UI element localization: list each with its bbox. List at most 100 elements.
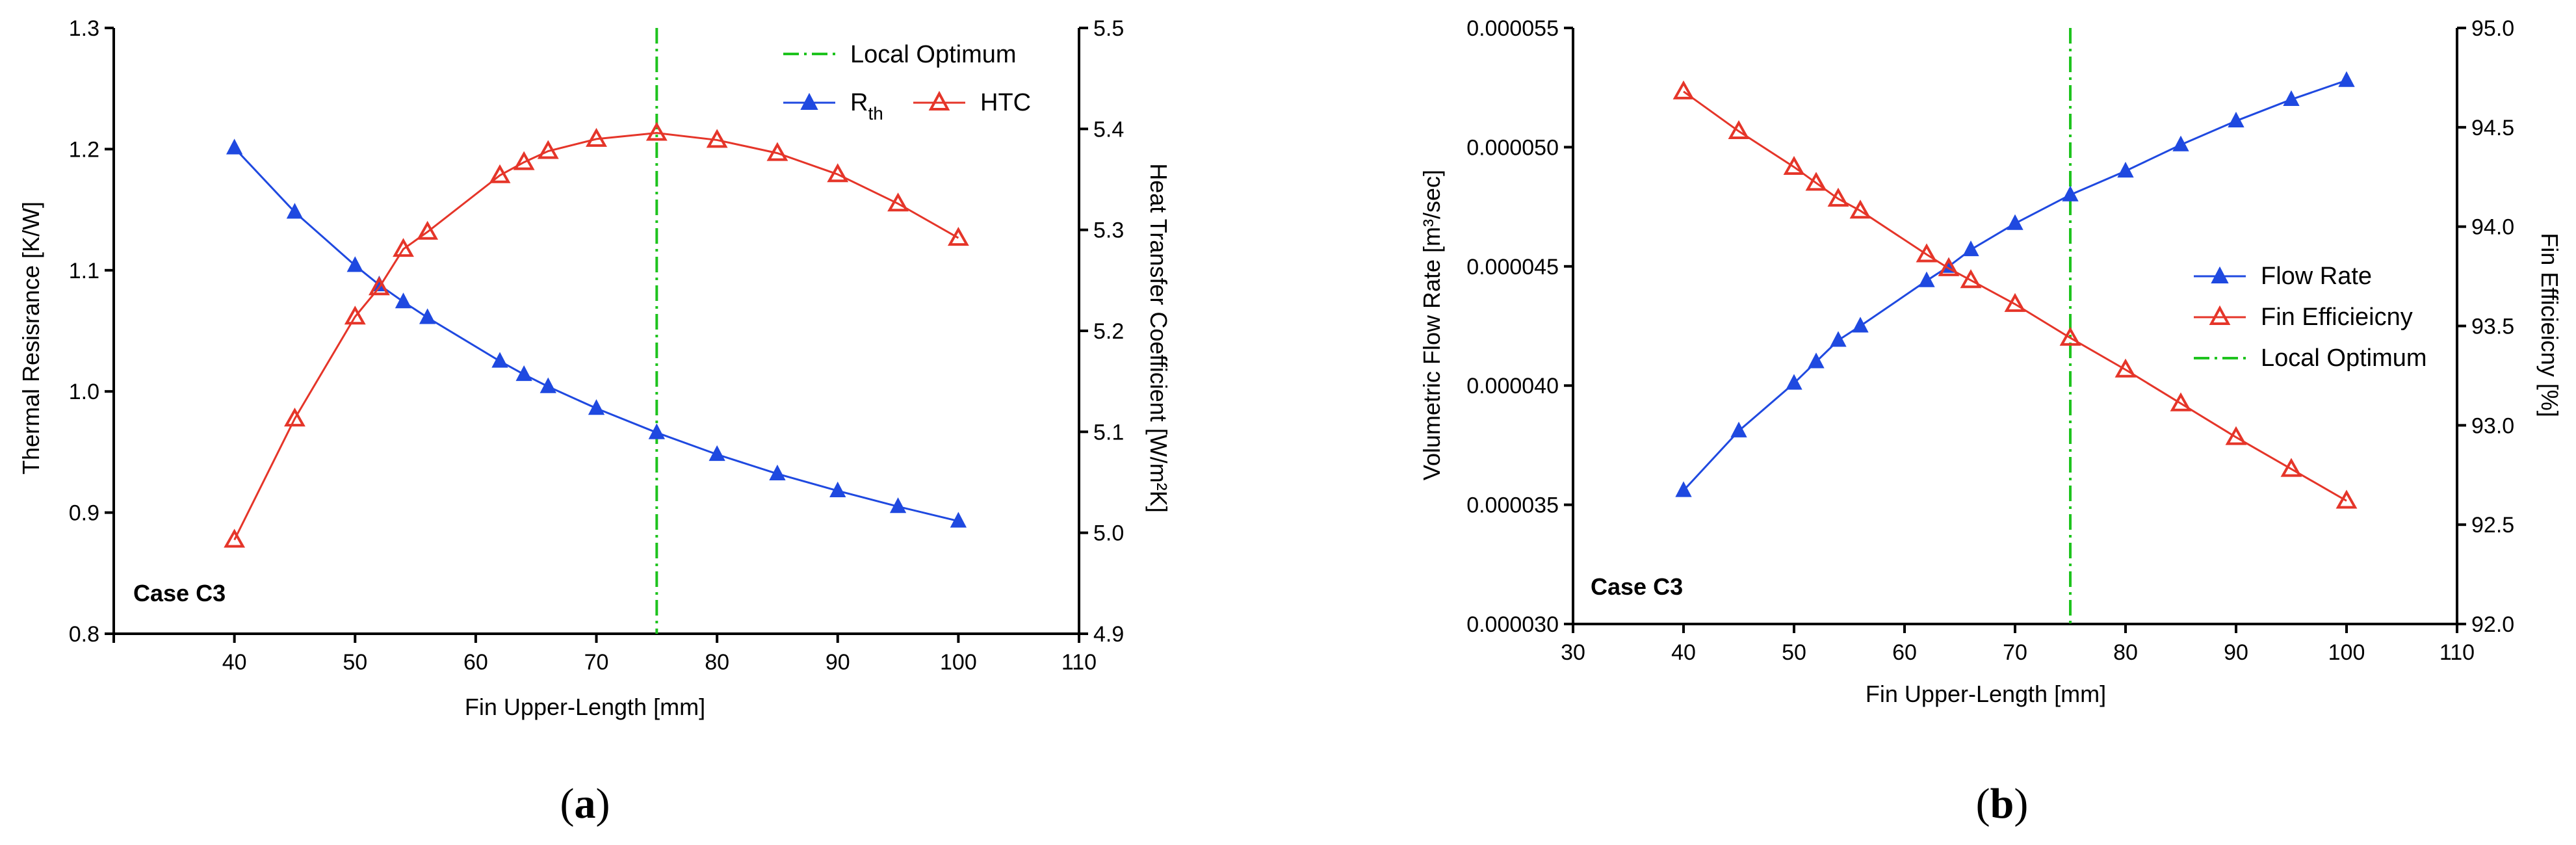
a-point-rth — [346, 256, 363, 272]
b-left-tick-label: 0.000055 — [1466, 16, 1559, 41]
a-point-rth — [395, 292, 412, 309]
b-point-fin-efficieicny — [2059, 326, 2081, 346]
b-x-tick-label: 40 — [1671, 640, 1696, 665]
a-point-htc — [586, 127, 607, 147]
panel-a-axes — [105, 27, 1088, 643]
a-point-htc — [284, 408, 306, 427]
a-point-rth — [515, 365, 532, 382]
b-point-flow-rate — [2338, 71, 2355, 87]
b-point-fin-efficieicny — [1827, 187, 1849, 207]
b-point-fin-efficieicny — [2280, 458, 2302, 477]
a-point-htc — [224, 528, 246, 548]
a-point-rth — [829, 481, 846, 498]
a-point-rth — [950, 512, 967, 528]
a-right-tick-label: 5.1 — [1093, 420, 1124, 445]
b-point-fin-efficieicny — [2004, 292, 2026, 312]
b-point-flow-rate — [1852, 317, 1869, 333]
panel-a-case-annotation: Case C3 — [133, 580, 226, 606]
b-x-tick-label: 100 — [2328, 640, 2365, 665]
panel-b-case-annotation: Case C3 — [1591, 573, 1683, 600]
a-point-htc — [489, 164, 511, 183]
panel-a-legend-rth-label: Rth — [850, 89, 883, 124]
b-left-tick-label: 0.000040 — [1466, 374, 1559, 398]
b-right-tick-label: 94.5 — [2471, 116, 2514, 140]
b-point-fin-efficieicny — [1805, 172, 1827, 191]
b-point-fin-efficieicny — [1783, 155, 1805, 175]
panel-b-legend-eff-marker — [2209, 305, 2231, 325]
b-series-line-fin-efficieicny — [1683, 90, 2347, 502]
panel-b-x-axis-title: Fin Upper-Length [mm] — [1866, 681, 2106, 707]
panel-a-legend-rth-marker — [800, 92, 818, 110]
a-x-tick-label: 40 — [222, 650, 247, 675]
a-left-tick-label: 0.8 — [69, 622, 99, 647]
b-left-tick-label: 0.000050 — [1466, 135, 1559, 160]
a-point-rth — [540, 377, 556, 393]
b-x-tick-label: 110 — [2439, 640, 2475, 665]
b-point-fin-efficieicny — [1672, 80, 1695, 99]
a-x-tick-label: 110 — [1061, 650, 1097, 675]
a-point-htc — [417, 220, 439, 240]
b-x-tick-label: 50 — [1782, 640, 1806, 665]
a-left-tick-label: 0.9 — [69, 501, 99, 526]
b-x-tick-label: 70 — [2003, 640, 2027, 665]
panel-a-legend-htc-marker — [928, 90, 950, 110]
panel-b-axes — [1564, 27, 2466, 633]
b-point-flow-rate — [2117, 161, 2134, 178]
b-point-flow-rate — [1675, 481, 1692, 497]
b-point-flow-rate — [1786, 374, 1802, 390]
a-left-tick-label: 1.1 — [69, 259, 99, 283]
b-x-tick-label: 60 — [1892, 640, 1917, 665]
a-point-rth — [588, 399, 605, 415]
a-right-tick-label: 5.4 — [1093, 117, 1124, 142]
a-left-tick-label: 1.2 — [69, 137, 99, 162]
b-point-fin-efficieicny — [1849, 200, 1871, 219]
b-series-line-flow-rate — [1682, 79, 2347, 491]
a-point-htc — [887, 192, 909, 212]
panel-a-left-axis-title: Thermal Resisrance [K/W] — [18, 202, 44, 474]
a-point-htc — [537, 140, 559, 159]
b-point-flow-rate — [2283, 90, 2300, 107]
b-point-fin-efficieicny — [1960, 269, 1982, 289]
b-point-flow-rate — [1918, 271, 1935, 287]
a-point-htc — [513, 151, 535, 170]
panel-b-left-axis-title: Volumetric Flow Rate [m³/sec] — [1418, 170, 1445, 480]
a-x-tick-label: 90 — [826, 650, 850, 675]
b-right-tick-label: 95.0 — [2471, 16, 2514, 41]
panel-b-chart: 30 40 50 60 70 80 90 100 110 0.000030 0.000035 0.00… — [1418, 16, 2563, 827]
a-point-htc — [947, 227, 969, 246]
b-point-fin-efficieicny — [2114, 358, 2137, 378]
b-x-tick-label: 30 — [1561, 640, 1585, 665]
panel-a-series — [224, 122, 969, 548]
b-left-tick-label: 0.000035 — [1466, 493, 1559, 518]
panel-b-legend-flow-label: Flow Rate — [2261, 263, 2372, 290]
a-point-rth — [769, 464, 786, 480]
a-left-tick-label: 1.3 — [69, 16, 99, 41]
panel-b-series — [1672, 71, 2358, 509]
panel-a-x-axis-title: Fin Upper-Length [mm] — [465, 694, 705, 720]
panel-a-chart: 40 50 60 70 80 90 100 110 0.8 0.9 1.0 1.1 1.2 1.3 4.9 5… — [18, 16, 1172, 827]
a-x-tick-label: 100 — [940, 650, 977, 675]
a-x-tick-label: 60 — [463, 650, 488, 675]
b-right-tick-label: 93.0 — [2471, 413, 2514, 438]
b-x-tick-label: 90 — [2224, 640, 2248, 665]
panel-b-label: (b) — [1976, 780, 2029, 827]
b-right-tick-label: 93.5 — [2471, 315, 2514, 339]
panel-a-legend: Local Optimum Rth HTC — [783, 41, 1031, 124]
panel-b-tick-labels: 30 40 50 60 70 80 90 100 110 0.000030 0.000035 0.00… — [1466, 16, 2514, 665]
panel-a-legend-htc-label: HTC — [980, 89, 1031, 116]
a-right-tick-label: 4.9 — [1093, 622, 1124, 647]
panel-a-legend-optimum-label: Local Optimum — [850, 41, 1017, 68]
a-point-rth — [419, 308, 436, 324]
b-right-tick-label: 94.0 — [2471, 215, 2514, 240]
b-point-flow-rate — [2172, 135, 2189, 151]
a-point-htc — [645, 122, 668, 141]
a-right-tick-label: 5.3 — [1093, 218, 1124, 243]
a-point-htc — [344, 306, 366, 325]
b-right-tick-label: 92.5 — [2471, 513, 2514, 538]
a-point-rth — [491, 352, 508, 368]
a-right-tick-label: 5.2 — [1093, 319, 1124, 344]
b-point-flow-rate — [1808, 352, 1825, 369]
panel-b-legend-optimum-label: Local Optimum — [2261, 344, 2427, 372]
a-series-line-rth — [233, 147, 959, 523]
